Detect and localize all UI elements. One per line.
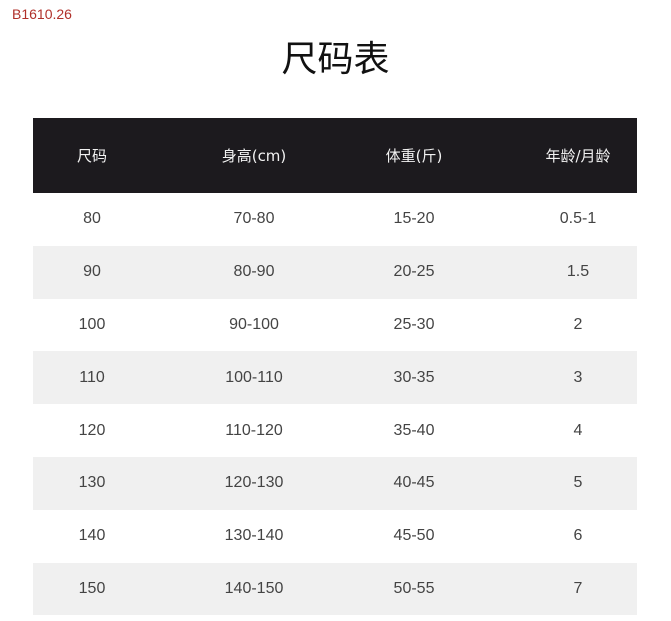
cell-weight: 30-35 [393,368,435,386]
cell-age: 5 [573,474,583,492]
cell-weight: 40-45 [393,474,435,492]
cell-size: 100 [78,315,106,333]
product-code: B1610.26 [12,6,72,22]
cell-age: 4 [573,421,583,439]
cell-size: 80 [83,210,101,228]
table-row: 120 110-120 35-40 4 [33,404,637,457]
header-height: 身高(cm) [221,147,287,165]
table-row: 150 140-150 50-55 7 [33,562,637,616]
cell-height: 140-150 [224,579,284,597]
cell-height: 70-80 [233,210,275,228]
cell-height: 110-120 [225,421,283,439]
cell-height: 100-110 [225,368,283,386]
page-title: 尺码表 [281,39,390,80]
cell-age: 0.5-1 [559,210,597,228]
header-size: 尺码 [76,147,108,165]
cell-size: 120 [78,421,106,439]
header-weight: 体重(斤) [385,147,443,165]
table-row: 110 100-110 30-35 3 [33,351,637,405]
cell-size: 130 [78,474,106,492]
size-table: 尺码 身高(cm) 体重(斤) 年龄/月龄 80 70-80 15-20 0.5-1 9… [33,118,637,616]
cell-height: 90-100 [229,315,279,333]
header-age: 年龄/月龄 [545,147,611,165]
table-row: 100 90-100 25-30 2 [33,299,637,352]
cell-height: 120-130 [224,474,284,492]
cell-size: 140 [78,527,106,545]
cell-age: 1.5 [566,263,590,281]
cell-weight: 20-25 [393,263,435,281]
cell-size: 150 [78,579,106,597]
cell-height: 130-140 [224,527,284,545]
cell-age: 6 [573,527,583,545]
table-header: 尺码 身高(cm) 体重(斤) 年龄/月龄 [33,118,637,193]
cell-weight: 25-30 [393,315,435,333]
cell-size: 90 [83,263,101,281]
cell-age: 3 [573,368,583,386]
table-row: 90 80-90 20-25 1.5 [33,245,637,299]
cell-weight: 15-20 [393,210,435,228]
cell-size: 110 [79,368,105,386]
cell-age: 7 [573,579,583,597]
cell-weight: 45-50 [393,527,435,545]
cell-weight: 35-40 [393,421,435,439]
cell-height: 80-90 [233,263,275,281]
cell-age: 2 [573,315,583,333]
cell-weight: 50-55 [393,579,435,597]
table-row: 80 70-80 15-20 0.5-1 [33,193,637,246]
table-row: 130 120-130 40-45 5 [33,456,637,510]
table-row: 140 130-140 45-50 6 [33,510,637,563]
